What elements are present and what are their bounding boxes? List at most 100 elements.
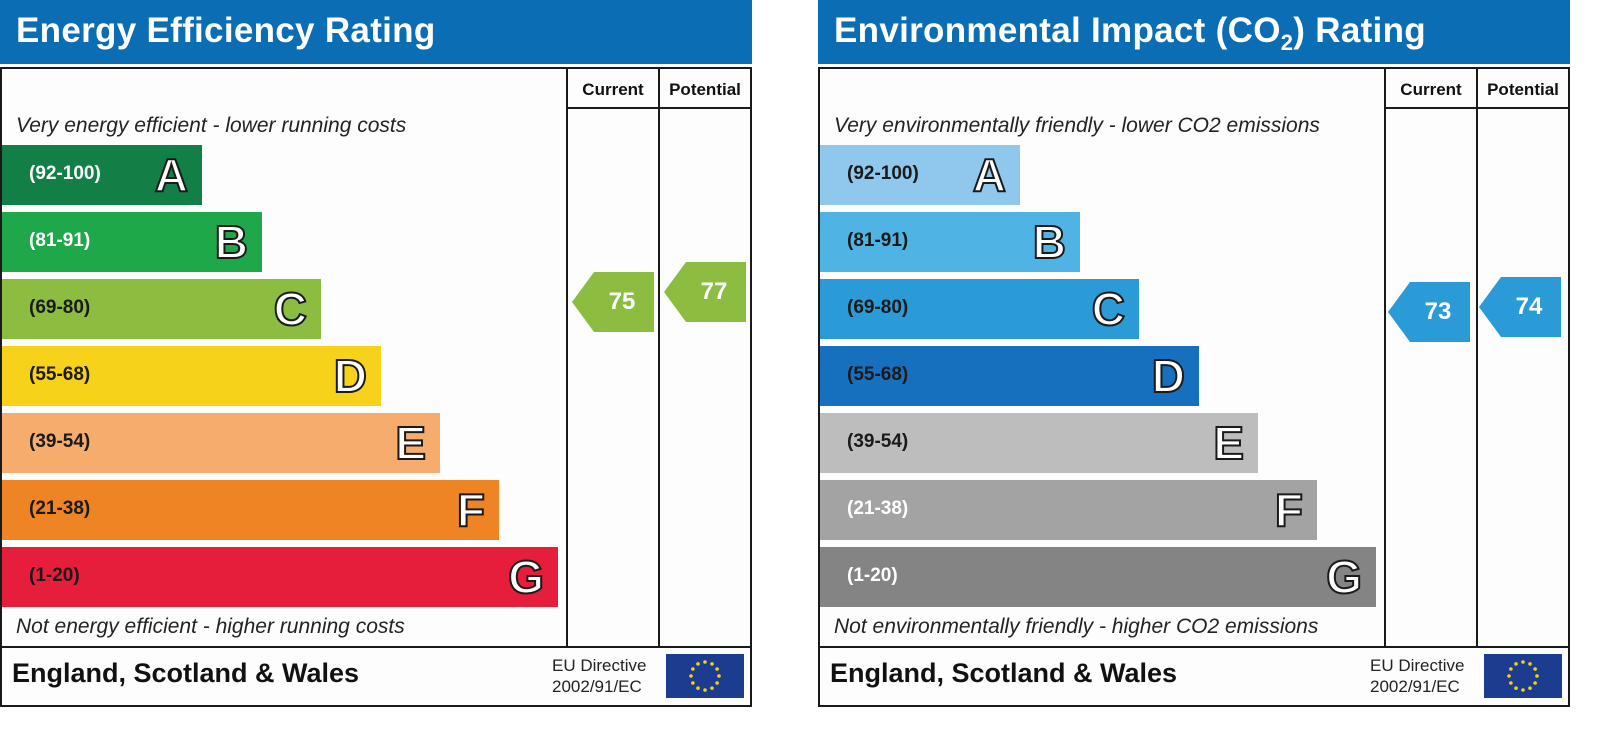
rating-band-d: (55-68) D bbox=[2, 346, 381, 406]
rating-band-b: (81-91) B bbox=[2, 212, 262, 272]
current-rating-arrow: 75 bbox=[572, 272, 654, 332]
eu-star bbox=[710, 686, 714, 690]
eu-flag-icon bbox=[1484, 654, 1562, 698]
rating-band-e: (39-54) E bbox=[820, 413, 1258, 473]
column-divider bbox=[658, 69, 660, 647]
directive-number: 2002/91/EC bbox=[552, 677, 642, 696]
footer-directive: EU Directive 2002/91/EC bbox=[1370, 655, 1464, 697]
rating-band-a: (92-100) A bbox=[2, 145, 202, 205]
eu-star bbox=[715, 681, 719, 685]
eu-star bbox=[696, 686, 700, 690]
rating-band-c: (69-80) C bbox=[2, 279, 321, 339]
arrow-fill bbox=[664, 262, 746, 322]
band-letter: E bbox=[1212, 416, 1245, 470]
band-range-label: (81-91) bbox=[847, 230, 909, 251]
eu-star bbox=[696, 662, 700, 666]
arrow-fill bbox=[1388, 282, 1470, 342]
band-range-label: (69-80) bbox=[847, 297, 909, 318]
eu-star bbox=[1533, 667, 1537, 671]
panel-title: Energy Efficiency Rating bbox=[16, 11, 436, 50]
band-letter: D bbox=[333, 349, 368, 403]
current-rating-value: 73 bbox=[1424, 298, 1452, 325]
energy-efficiency-panel: Energy Efficiency Rating Current Potenti… bbox=[0, 0, 752, 707]
eu-star bbox=[717, 674, 721, 678]
eu-star bbox=[689, 674, 693, 678]
caption-friendly: Very environmentally friendly - lower CO… bbox=[834, 114, 1320, 137]
band-range-label: (39-54) bbox=[847, 431, 909, 452]
band-letter: D bbox=[1151, 349, 1186, 403]
band-range-label: (55-68) bbox=[29, 364, 91, 385]
band-range-label: (69-80) bbox=[29, 297, 91, 318]
band-range-label: (39-54) bbox=[29, 431, 91, 452]
eu-flag-icon bbox=[666, 654, 744, 698]
eu-star bbox=[715, 667, 719, 671]
band-range-label: (55-68) bbox=[847, 364, 909, 385]
band-letter: G bbox=[1325, 550, 1363, 604]
footer-divider bbox=[2, 646, 750, 648]
band-range-label: (81-91) bbox=[29, 230, 91, 251]
potential-rating-arrow: 77 bbox=[664, 262, 746, 322]
arrow-shape bbox=[664, 262, 746, 322]
arrow-fill bbox=[1479, 277, 1561, 337]
footer-directive: EU Directive 2002/91/EC bbox=[552, 655, 646, 697]
eu-star bbox=[703, 660, 707, 664]
rating-band-f: (21-38) F bbox=[820, 480, 1317, 540]
title-bar: Energy Efficiency Rating bbox=[0, 0, 752, 64]
header-divider bbox=[568, 107, 750, 109]
band-range-label: (92-100) bbox=[847, 163, 919, 184]
eu-star bbox=[1533, 681, 1537, 685]
arrow-shape bbox=[1388, 282, 1470, 342]
band-range-label: (1-20) bbox=[29, 565, 80, 586]
directive-number: 2002/91/EC bbox=[1370, 677, 1460, 696]
header-divider bbox=[1386, 107, 1568, 109]
footer-country: England, Scotland & Wales bbox=[830, 658, 1178, 688]
caption-efficient: Very energy efficient - lower running co… bbox=[16, 114, 407, 137]
band-range-label: (92-100) bbox=[29, 163, 101, 184]
current-column-header: Current bbox=[1400, 80, 1462, 99]
rating-band-c: (69-80) C bbox=[820, 279, 1139, 339]
potential-rating-value: 77 bbox=[700, 278, 728, 305]
band-letter: C bbox=[1091, 282, 1126, 336]
footer-country: England, Scotland & Wales bbox=[12, 658, 360, 688]
rating-band-a: (92-100) A bbox=[820, 145, 1020, 205]
environmental-impact-panel: Environmental Impact (CO2) Rating Curren… bbox=[818, 0, 1570, 707]
eu-star bbox=[1514, 686, 1518, 690]
eu-star bbox=[1507, 674, 1511, 678]
current-rating-arrow: 73 bbox=[1388, 282, 1470, 342]
band-letter: E bbox=[394, 416, 427, 470]
potential-rating-value: 74 bbox=[1515, 293, 1543, 320]
eu-star bbox=[691, 681, 695, 685]
rating-band-g: (1-20) G bbox=[2, 547, 558, 607]
directive-label: EU Directive bbox=[552, 656, 647, 675]
band-letter: B bbox=[214, 215, 249, 269]
rating-band-f: (21-38) F bbox=[2, 480, 499, 540]
eu-star bbox=[703, 688, 707, 692]
directive-label: EU Directive bbox=[1370, 656, 1465, 675]
column-divider bbox=[1384, 69, 1386, 647]
band-range-label: (21-38) bbox=[29, 498, 91, 519]
band-range-label: (1-20) bbox=[847, 565, 898, 586]
potential-column-header: Potential bbox=[669, 80, 741, 99]
current-column-header: Current bbox=[582, 80, 644, 99]
arrow-shape bbox=[572, 272, 654, 332]
current-rating-value: 75 bbox=[608, 288, 636, 315]
column-divider bbox=[1476, 69, 1478, 647]
band-range-label: (21-38) bbox=[847, 498, 909, 519]
eu-star bbox=[1509, 667, 1513, 671]
potential-column-header: Potential bbox=[1487, 80, 1559, 99]
eu-star bbox=[710, 662, 714, 666]
title-bar: Environmental Impact (CO2) Rating bbox=[818, 0, 1570, 64]
footer-divider bbox=[820, 646, 1568, 648]
band-letter: G bbox=[507, 550, 545, 604]
eu-star bbox=[1535, 674, 1539, 678]
eu-star bbox=[1521, 688, 1525, 692]
eu-star bbox=[1509, 681, 1513, 685]
band-letter: F bbox=[456, 483, 486, 537]
arrow-shape bbox=[1479, 277, 1561, 337]
potential-rating-arrow: 74 bbox=[1479, 277, 1561, 337]
band-letter: F bbox=[1274, 483, 1304, 537]
arrow-fill bbox=[572, 272, 654, 332]
eu-star bbox=[1514, 662, 1518, 666]
eu-star bbox=[1528, 662, 1532, 666]
band-letter: A bbox=[972, 148, 1007, 202]
